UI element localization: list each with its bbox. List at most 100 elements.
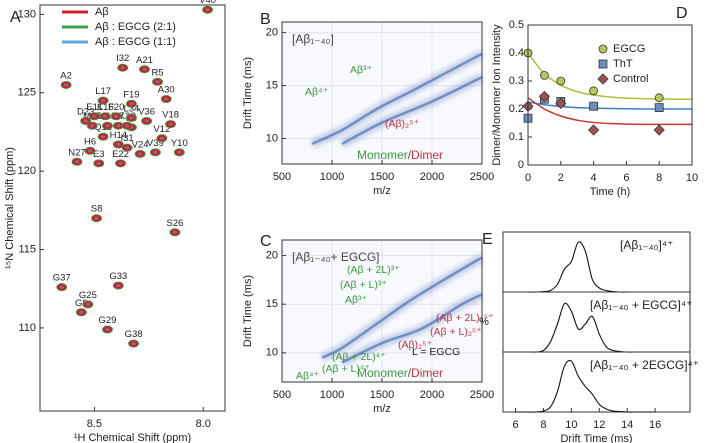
legend-swatch: [598, 59, 608, 69]
panel-title: [Aβ₁₋₄₀+ EGCG]: [292, 250, 380, 264]
panel-letter: B: [260, 11, 271, 28]
density-ridge: [321, 256, 483, 359]
annotation: (Aβ + L)³⁺: [340, 279, 387, 291]
annotation: Aβ³⁺: [345, 294, 367, 306]
peak: [129, 102, 134, 106]
panel-letter: C: [260, 233, 272, 250]
x-tick-label: 6: [623, 172, 629, 184]
legend-label: Monomer: [357, 366, 408, 380]
panel-letter: E: [482, 231, 493, 248]
peak: [100, 99, 106, 103]
legend-swatch: [597, 73, 609, 85]
peak: [74, 160, 80, 164]
peak-label: Y10: [171, 138, 188, 149]
x-tick-label: 8: [656, 172, 662, 184]
trace-frame: [502, 351, 691, 413]
peak-label: S26: [166, 218, 183, 229]
peak-label: V40: [199, 0, 216, 6]
x-tick-label: 500: [273, 389, 291, 401]
peak: [177, 150, 182, 154]
peak: [142, 67, 147, 71]
y-tick-label: 0.1: [509, 131, 524, 143]
peak: [103, 114, 108, 118]
legend-label: Dimer: [411, 148, 443, 162]
y-axis-label: Drift Time (ms): [242, 57, 254, 129]
peak-label: N27: [68, 147, 85, 158]
x-axis-label: m/z: [373, 185, 391, 197]
peak-label: G25: [79, 290, 97, 301]
peak-label: E3: [93, 149, 105, 160]
x-tick-label: 16: [649, 419, 661, 431]
panel-title: [Aβ₁₋₄₀]: [292, 32, 334, 46]
x-tick-label: 8: [540, 419, 546, 431]
peak-label: G9: [75, 298, 88, 309]
peak-label: E22: [112, 149, 129, 160]
peak-label: G29: [98, 315, 116, 326]
point: [654, 93, 664, 103]
point: [588, 124, 600, 136]
x-tick-label: 500: [273, 171, 291, 183]
peak-label: F19: [123, 89, 139, 100]
annotation: Aβ⁴⁺: [305, 86, 328, 98]
density-ridge: [341, 293, 483, 364]
x-tick-label: 0: [525, 172, 531, 184]
annotation: (Aβ + 2L)³⁺: [347, 264, 400, 276]
legend-label: ThT: [613, 58, 633, 70]
peak: [144, 119, 149, 123]
peak: [94, 216, 99, 220]
peak: [118, 161, 123, 165]
panel-letter: D: [676, 5, 688, 22]
y-tick-label: 15: [266, 298, 278, 310]
annotation: (Aβ)₂⁵⁺: [398, 339, 432, 351]
x-tick-label: 14: [621, 419, 633, 431]
x-tick-label: 4: [591, 172, 597, 184]
y-axis-label: Drift Time (ms): [242, 275, 254, 347]
peak-label: K16: [97, 102, 114, 113]
peak: [116, 283, 121, 288]
peak: [159, 136, 165, 140]
x-axis-label: Drift Time (ms): [560, 433, 632, 443]
peak: [90, 124, 95, 128]
peak-label: A21: [136, 55, 153, 66]
peak: [129, 116, 134, 120]
y-tick-label: 0: [518, 159, 524, 171]
density-ridge: [311, 52, 483, 146]
peak-label: V18: [162, 110, 179, 121]
x-tick-label: 2500: [470, 171, 494, 183]
peak: [168, 122, 173, 126]
x-axis-label: m/z: [373, 403, 391, 415]
legend-label: Aβ : EGCG (2:1): [95, 21, 176, 33]
x-tick-label: 1000: [320, 171, 344, 183]
peak-label: V12: [153, 124, 170, 135]
x-tick-label: 8.5: [87, 418, 102, 430]
peak-label: I31: [120, 133, 133, 144]
peak-label: S8: [91, 204, 103, 215]
peak-label: I32: [116, 53, 129, 64]
peak: [87, 149, 93, 153]
peak: [137, 152, 143, 156]
peak: [92, 114, 97, 118]
fit-line: [527, 52, 693, 100]
plot-frame: [281, 239, 483, 383]
peak-label: E11: [86, 102, 102, 113]
trace-label: [Aβ₁₋₄₀]⁴⁺: [620, 238, 673, 252]
y-axis-label: %: [479, 316, 489, 328]
x-tick-label: 1500: [370, 389, 394, 401]
peak-label: A30: [158, 85, 175, 96]
x-tick-label: 10: [565, 419, 577, 431]
peak-label: F20: [108, 102, 124, 113]
peak-label: G37: [53, 273, 71, 284]
peak: [105, 124, 110, 128]
y-tick-label: 130: [18, 8, 36, 20]
annotation: (Aβ + 2L)₂⁵⁺: [436, 312, 494, 324]
legend-separator: /: [408, 366, 412, 380]
point: [653, 124, 665, 136]
peak: [124, 146, 130, 150]
y-tick-label: 10: [266, 132, 278, 144]
annotation: (Aβ + L)₂⁵⁺: [430, 326, 482, 338]
x-tick-label: 10: [686, 172, 698, 184]
peak: [83, 119, 88, 123]
peak: [153, 150, 158, 154]
y-tick-label: 110: [18, 322, 36, 334]
